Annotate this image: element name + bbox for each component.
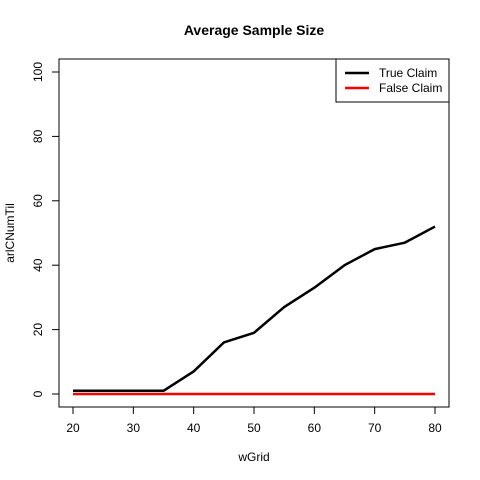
x-tick-label: 60	[308, 421, 322, 435]
x-tick-label: 20	[66, 421, 80, 435]
series-line-true-claim	[73, 225, 436, 393]
x-tick-label: 80	[428, 421, 442, 435]
legend-box	[335, 58, 450, 103]
x-tick-label: 40	[187, 421, 201, 435]
y-tick-label: 60	[31, 194, 45, 208]
y-tick-label: 80	[31, 129, 45, 143]
y-tick-label: 40	[31, 258, 45, 272]
y-tick-label: 20	[31, 323, 45, 337]
legend-label-true-claim: True Claim	[379, 66, 437, 80]
y-tick-label: 100	[31, 62, 45, 82]
x-tick-label: 50	[247, 421, 261, 435]
legend-label-false-claim: False Claim	[379, 81, 442, 95]
y-axis-label: arlCNumTil	[3, 203, 17, 263]
chart-title: Average Sample Size	[184, 22, 325, 38]
series-layer	[73, 225, 436, 396]
y-axis: 0 20 40 60 80 100	[31, 62, 60, 397]
y-tick-label: 0	[31, 390, 45, 397]
x-axis-label: wGrid	[237, 450, 269, 464]
legend: True Claim False Claim	[335, 58, 450, 103]
x-tick-label: 70	[368, 421, 382, 435]
x-axis: 20 30 40 50 60 70 80	[66, 406, 442, 435]
x-tick-label: 30	[127, 421, 141, 435]
